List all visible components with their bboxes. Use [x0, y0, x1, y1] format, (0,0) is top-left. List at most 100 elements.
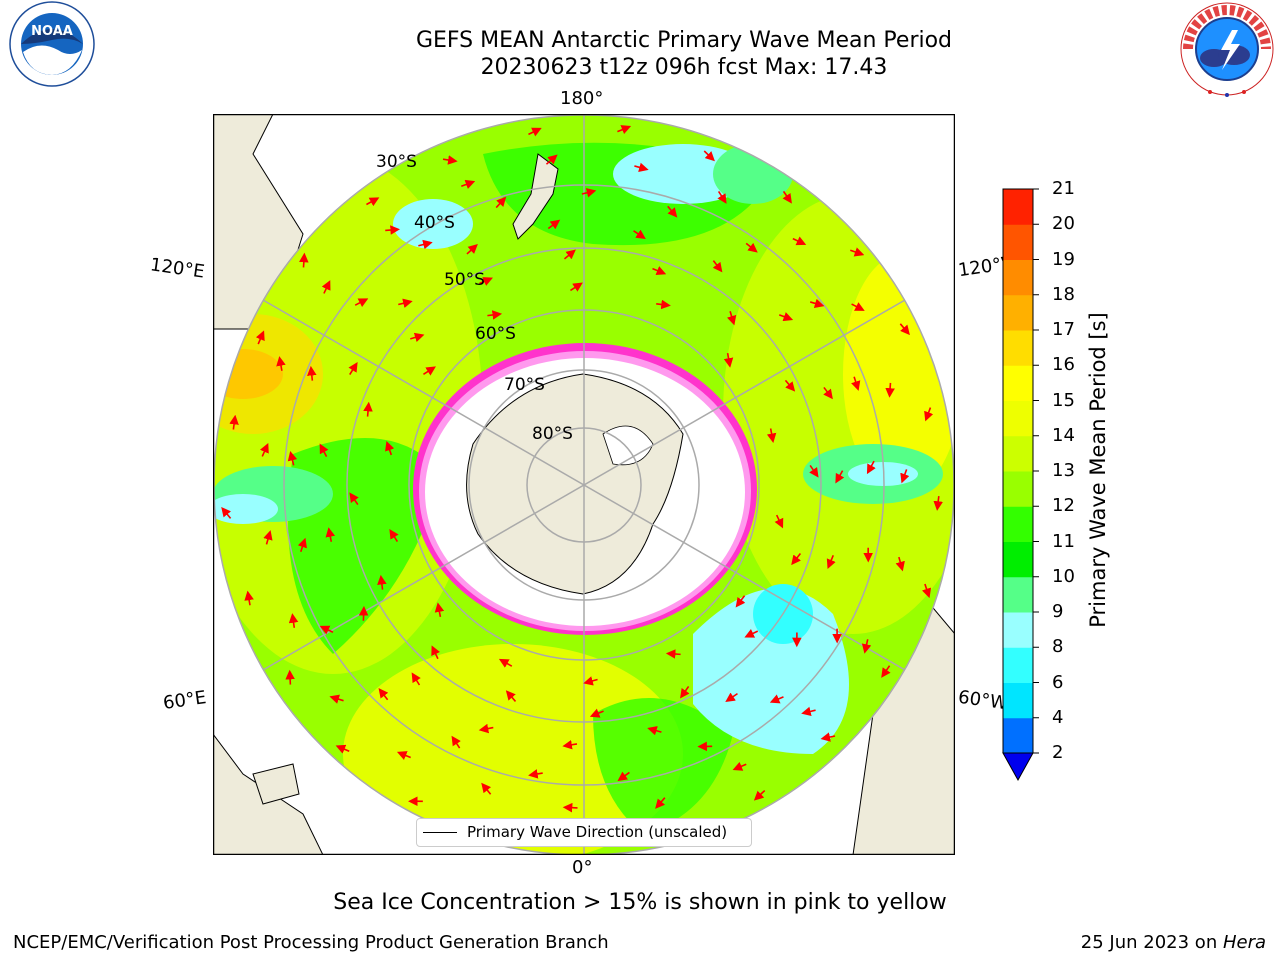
colorbar-swatch	[1003, 400, 1033, 437]
noaa-logo: NOAA	[9, 1, 95, 87]
wave-arrow	[466, 244, 478, 255]
wave-arrow	[319, 625, 334, 635]
lat-label-60s: 60°S	[475, 324, 516, 344]
wave-arrow	[792, 236, 807, 246]
wave-arrow	[396, 751, 411, 761]
colorbar-swatch	[1003, 576, 1033, 613]
colorbar-tick-label: 17	[1052, 319, 1075, 340]
wave-arrow	[321, 280, 331, 294]
wave-arrow	[835, 470, 845, 484]
wave-arrow	[263, 530, 273, 545]
wave-arrow	[451, 735, 461, 749]
wave-arrow	[348, 362, 358, 375]
map-legend: Primary Wave Direction (unscaled)	[416, 818, 752, 847]
sea-ice-caption: Sea Ice Concentration > 15% is shown in …	[333, 890, 947, 915]
legend-line-symbol	[423, 832, 457, 833]
wave-arrow	[801, 706, 816, 717]
wave-arrow	[349, 492, 359, 506]
wave-arrow	[723, 352, 734, 368]
wave-arrow	[389, 529, 399, 542]
wave-arrow	[319, 443, 329, 457]
colorbar-tick-label: 14	[1052, 424, 1075, 446]
wave-arrow	[633, 229, 646, 240]
wave-arrow	[385, 440, 395, 456]
wave-arrow	[655, 797, 666, 809]
wave-arrow	[287, 450, 298, 466]
wave-arrow	[366, 197, 380, 207]
wave-arrow	[329, 694, 344, 704]
wave-arrow	[735, 595, 746, 608]
wave-arrow	[745, 242, 758, 253]
noaa-logo-text: NOAA	[31, 24, 73, 39]
wave-arrow	[809, 298, 825, 309]
lon-label-60e: 60°E	[161, 687, 208, 714]
colorbar-swatch	[1003, 259, 1033, 296]
wave-arrow	[784, 379, 796, 392]
colorbar-tick-label: 8	[1052, 636, 1064, 658]
wave-arrow	[861, 639, 872, 654]
colorbar-label: Primary Wave Mean Period [s]	[1086, 312, 1110, 628]
land-madagascar	[252, 763, 300, 805]
wave-arrow	[285, 669, 295, 685]
wave-arrow	[774, 514, 784, 529]
colorbar	[1002, 188, 1039, 782]
colorbar-tick-label: 15	[1052, 389, 1075, 411]
wave-arrow	[753, 789, 766, 801]
colorbar-tick-label: 19	[1052, 248, 1075, 270]
colorbar-tick-label: 10	[1052, 565, 1075, 587]
wave-arrow	[895, 556, 905, 572]
wave-arrow	[325, 527, 336, 542]
lat-label-80s: 80°S	[532, 424, 573, 444]
wave-arrow	[850, 247, 865, 257]
wave-arrow	[727, 311, 737, 326]
wave-arrow	[431, 645, 441, 660]
footer-credit: NCEP/EMC/Verification Post Processing Pr…	[13, 932, 609, 953]
wave-arrow	[385, 225, 400, 235]
wave-arrow	[221, 506, 232, 519]
wave-arrow	[782, 190, 792, 204]
wave-arrow	[732, 761, 747, 771]
wave-arrow	[647, 726, 662, 736]
wave-arrow	[423, 366, 436, 376]
wave-arrow	[899, 323, 910, 336]
plot-title: GEFS MEAN Antarctic Primary Wave Mean Pe…	[415, 28, 953, 53]
wave-arrow	[377, 574, 387, 590]
wave-arrow	[881, 665, 891, 678]
wave-arrow	[583, 676, 598, 686]
wave-arrow	[866, 460, 876, 475]
wave-arrow	[244, 590, 254, 606]
lat-label-70s: 70°S	[504, 375, 545, 395]
footer-date-text: 25 Jun 2023 on	[1080, 932, 1223, 953]
wave-arrow	[562, 739, 578, 750]
wave-arrow	[826, 555, 836, 570]
wave-arrow	[297, 537, 307, 553]
wave-arrow	[581, 188, 597, 198]
wave-arrow	[712, 260, 723, 273]
lon-label-0: 0°	[572, 857, 593, 878]
colorbar-swatch	[1003, 541, 1033, 578]
plot-subtitle: 20230623 t12z 096h fcst Max: 17.43	[480, 55, 888, 80]
wave-arrow	[410, 332, 425, 343]
wave-arrow	[589, 708, 604, 718]
wave-arrow	[791, 552, 802, 566]
wave-arrow	[363, 401, 373, 417]
wave-arrow	[481, 782, 492, 795]
wave-arrow	[820, 732, 836, 742]
lat-label-50s: 50°S	[444, 270, 485, 290]
wave-arrow	[354, 298, 369, 308]
lon-label-120e: 120°E	[148, 254, 206, 283]
wave-arrow	[547, 219, 561, 230]
wave-arrow	[398, 298, 413, 308]
wave-arrow	[563, 249, 576, 260]
colorbar-tick-label: 6	[1052, 671, 1064, 693]
wave-arrow	[545, 154, 558, 165]
colorbar-swatch	[1003, 506, 1033, 542]
wave-arrow	[924, 407, 934, 422]
wave-arrow	[680, 686, 690, 699]
legend-label: Primary Wave Direction (unscaled)	[467, 823, 728, 841]
footer-date: 25 Jun 2023 on Hera	[1081, 932, 1266, 953]
colorbar-tick-label: 21	[1052, 178, 1075, 199]
wave-arrow	[823, 386, 833, 400]
wave-arrow	[652, 266, 667, 275]
wave-arrow	[570, 282, 583, 292]
